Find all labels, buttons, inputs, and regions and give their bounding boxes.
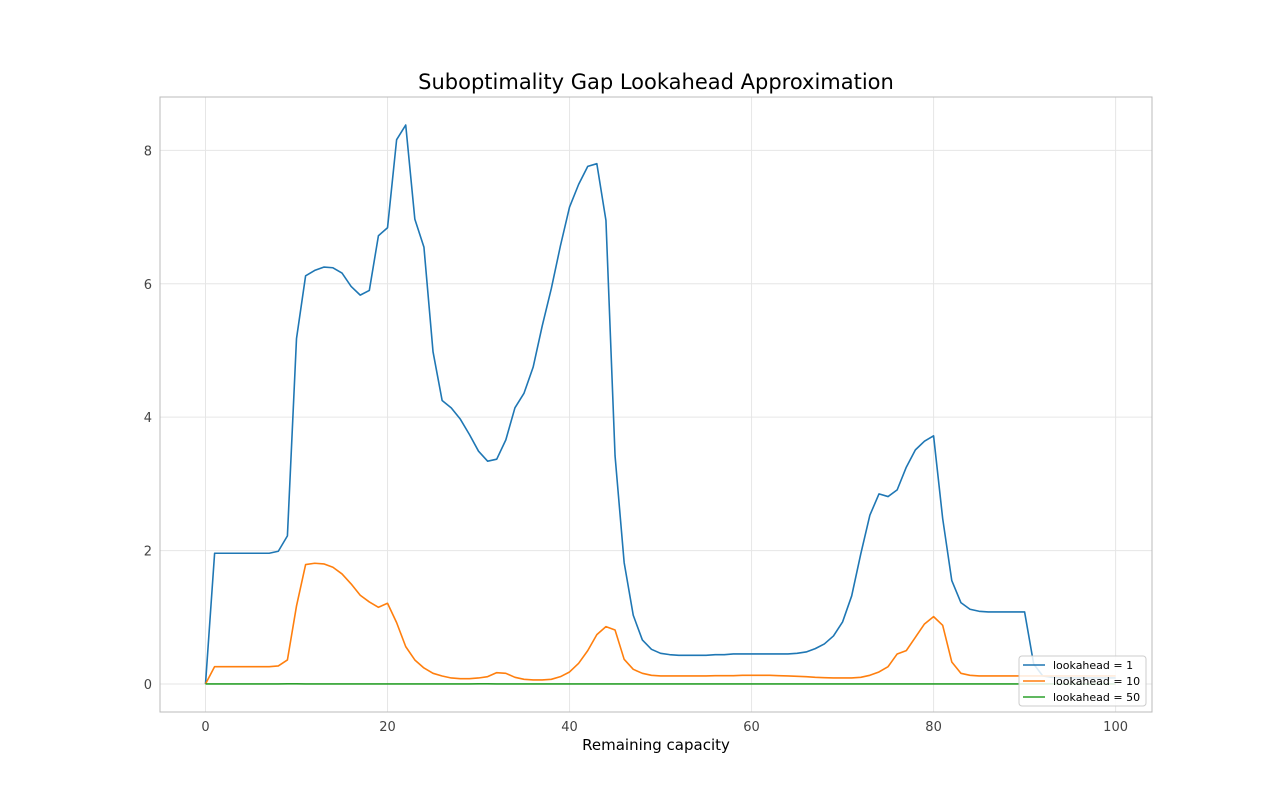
legend: lookahead = 1 lookahead = 10 lookahead = 5… [1018,655,1147,707]
x-tick-label: 100 [1103,720,1128,735]
y-tick-label: 2 [144,545,152,560]
x-tick-label: 80 [925,720,942,735]
legend-box [1018,655,1147,707]
series-line-2 [204,562,1116,685]
legend-label: lookahead = 1 [1053,659,1133,672]
series-line-1 [204,124,1116,685]
series-lines [204,124,1116,685]
legend-label: lookahead = 10 [1053,675,1140,688]
x-axis-label: Remaining capacity [582,736,730,754]
y-tick-label: 0 [144,678,152,693]
legend-label: lookahead = 50 [1053,691,1140,704]
y-tick-label: 4 [144,411,152,426]
plot-area-frame [159,96,1153,713]
chart-title: Suboptimality Gap Lookahead Approximatio… [418,70,894,94]
x-tick-label: 0 [201,720,209,735]
x-tick-label: 60 [743,720,760,735]
x-tick-label: 40 [561,720,578,735]
x-tick-label: 20 [379,720,396,735]
axis-ticks: 0 20 40 60 80 100 0 2 4 6 8 [144,144,1128,735]
y-tick-label: 6 [144,278,152,293]
y-tick-label: 8 [144,144,152,159]
